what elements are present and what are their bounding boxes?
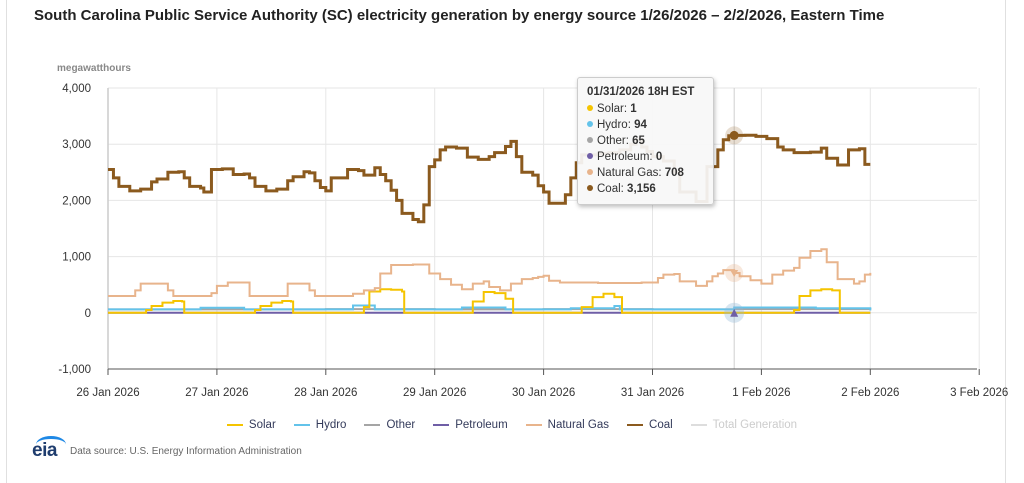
x-tick-label: 26 Jan 2026 xyxy=(76,387,139,399)
legend-item-hydro[interactable]: Hydro xyxy=(293,419,347,431)
legend-swatch-icon xyxy=(293,424,310,426)
legend-swatch-icon xyxy=(433,424,450,426)
legend-label: Natural Gas xyxy=(547,419,610,431)
legend-swatch-icon xyxy=(364,424,381,426)
y-axis-label: megawatthours xyxy=(57,63,131,74)
tooltip-row: Petroleum: 0 xyxy=(587,149,713,165)
series-dot-icon xyxy=(587,120,593,127)
eia-logo-arc-icon xyxy=(36,436,66,453)
tooltip-label: Other xyxy=(597,135,626,147)
legend-label: Other xyxy=(386,419,416,431)
series-line-hydro xyxy=(108,304,872,311)
tooltip-value: 1 xyxy=(630,103,637,115)
tooltip-value: 3,156 xyxy=(627,183,656,195)
eia-logo: eia xyxy=(32,436,66,460)
series-dot-icon xyxy=(587,104,593,111)
x-tick-label: 30 Jan 2026 xyxy=(512,387,575,399)
legend-item-petroleum[interactable]: Petroleum xyxy=(433,419,508,431)
tooltip-title: 01/31/2026 18H EST xyxy=(587,86,695,98)
natural-gas-hover-marker xyxy=(730,270,739,278)
y-tick-label: 0 xyxy=(85,308,91,320)
y-tick-label: 1,000 xyxy=(62,252,91,264)
x-tick-label: 29 Jan 2026 xyxy=(403,387,466,399)
x-tick-label: 28 Jan 2026 xyxy=(294,387,357,399)
chart-container xyxy=(6,0,1006,483)
tooltip-separator: : xyxy=(625,135,633,147)
legend-swatch-icon xyxy=(525,424,542,426)
series-dot-icon xyxy=(587,136,593,143)
source-footer: eia Data source: U.S. Energy Information… xyxy=(32,436,302,460)
tooltip-separator: : xyxy=(623,103,631,115)
tooltip-label: Natural Gas xyxy=(597,167,659,179)
legend-label: Total Generation xyxy=(712,419,798,431)
tooltip-value: 0 xyxy=(655,151,663,163)
tooltip-separator: : xyxy=(649,151,656,163)
tooltip-row: Coal: 3,156 xyxy=(587,181,713,197)
legend-label: Petroleum xyxy=(455,419,508,431)
x-tick-label: 27 Jan 2026 xyxy=(185,387,248,399)
tooltip-row: Hydro: 94 xyxy=(587,117,713,133)
tooltip: 01/31/2026 18H EST Solar: 1 Hydro: 94 Othe… xyxy=(577,77,714,205)
series-line-natural-gas xyxy=(108,248,872,297)
x-tick-label: 3 Feb 2026 xyxy=(950,387,1008,399)
tooltip-row: Natural Gas: 708 xyxy=(587,165,713,181)
legend-item-natural-gas[interactable]: Natural Gas xyxy=(525,419,610,431)
tooltip-row: Other: 65 xyxy=(587,133,713,149)
x-tick-label: 2 Feb 2026 xyxy=(841,387,899,399)
tooltip-value: 65 xyxy=(632,135,645,147)
tooltip-separator: : xyxy=(620,183,628,195)
petroleum-hover-marker xyxy=(730,308,739,317)
series-line-solar xyxy=(108,288,871,314)
tooltip-separator: : xyxy=(627,119,635,131)
tooltip-label: Petroleum xyxy=(597,151,650,163)
legend-item-solar[interactable]: Solar xyxy=(226,419,276,431)
legend-swatch-icon xyxy=(627,424,644,426)
legend-swatch-icon xyxy=(226,424,243,426)
tooltip-value: 94 xyxy=(634,119,647,131)
y-tick-label: 4,000 xyxy=(62,83,91,95)
y-tick-label: -1,000 xyxy=(58,364,91,376)
tooltip-separator: : xyxy=(658,167,665,179)
legend-swatch-icon xyxy=(690,424,707,426)
chart-title: South Carolina Public Service Authority … xyxy=(34,7,885,24)
legend-label: Hydro xyxy=(315,419,347,431)
series-dot-icon xyxy=(587,184,593,191)
legend-item-other[interactable]: Other xyxy=(364,419,415,431)
legend-label: Solar xyxy=(248,419,276,431)
y-tick-label: 3,000 xyxy=(62,139,91,151)
legend-item-total-generation[interactable]: Total Generation xyxy=(690,419,798,431)
tooltip-label: Coal xyxy=(597,183,621,195)
legend: Solar Hydro Other Petroleum Natural Gas Coal T… xyxy=(0,419,1024,431)
series-dot-icon xyxy=(587,152,593,159)
x-tick-label: 31 Jan 2026 xyxy=(621,387,684,399)
legend-item-coal[interactable]: Coal xyxy=(627,419,673,431)
series-line-coal xyxy=(108,133,871,224)
tooltip-label: Hydro xyxy=(597,119,628,131)
coal-hover-marker xyxy=(729,130,739,140)
tooltip-value: 708 xyxy=(664,167,684,179)
x-tick-label: 1 Feb 2026 xyxy=(732,387,790,399)
data-source-text: Data source: U.S. Energy Information Adm… xyxy=(70,446,302,457)
tooltip-label: Solar xyxy=(597,103,624,115)
y-tick-label: 2,000 xyxy=(62,195,91,207)
tooltip-row: Solar: 1 xyxy=(587,101,713,117)
series-dot-icon xyxy=(587,168,593,175)
legend-label: Coal xyxy=(649,419,673,431)
